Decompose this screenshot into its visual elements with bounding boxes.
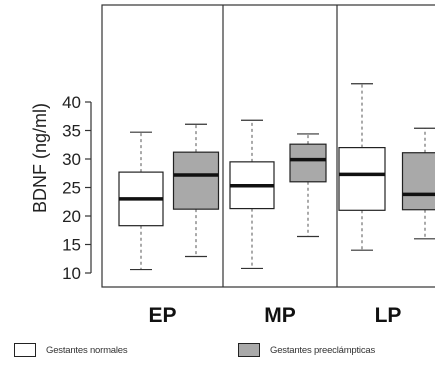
legend-swatch-normales — [14, 343, 36, 357]
legend-swatch-preeclampticas — [238, 343, 260, 357]
iqr-box — [401, 152, 435, 211]
y-tick-label: 25 — [62, 179, 81, 198]
legend-label-preeclampticas: Gestantes preeclámpticas — [270, 344, 376, 356]
y-tick-label: 40 — [62, 93, 81, 112]
iqr-box — [172, 151, 220, 210]
chart-panels — [101, 4, 435, 288]
legend-item-preeclampticas: Gestantes preeclámpticas — [238, 338, 375, 362]
y-tick-label: 30 — [62, 150, 81, 169]
iqr-box — [289, 143, 327, 183]
y-axis: 10 15 20 25 30 35 40 — [62, 93, 92, 283]
y-tick-label: 20 — [62, 207, 81, 226]
y-axis-label: BDNF (ng/ml) — [30, 103, 50, 213]
box-lp-normales — [338, 83, 386, 251]
legend-item-normales: Gestantes normales — [14, 338, 128, 362]
iqr-box — [338, 147, 386, 211]
box-lp-preeclampticas — [401, 127, 435, 240]
box-series — [118, 83, 435, 271]
box-ep-normales — [118, 131, 164, 271]
x-tick-label-ep: EP — [148, 304, 176, 327]
x-tick-label-mp: MP — [264, 304, 296, 327]
plot-frame — [101, 4, 435, 288]
legend-label-normales: Gestantes normales — [46, 344, 128, 356]
y-tick-label: 15 — [62, 236, 81, 255]
y-tick-label: 10 — [62, 264, 81, 283]
box-ep-preeclampticas — [172, 123, 220, 258]
x-tick-label-lp: LP — [375, 304, 402, 327]
x-axis: EP MP LP — [148, 304, 401, 327]
box-mp-preeclampticas — [289, 133, 327, 238]
box-mp-normales — [229, 119, 275, 270]
y-tick-label: 35 — [62, 122, 81, 141]
